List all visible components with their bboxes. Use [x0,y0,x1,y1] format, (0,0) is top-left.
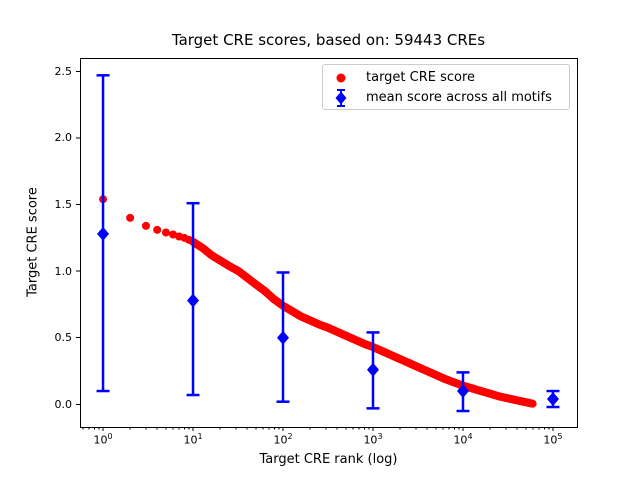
plot-border [80,58,578,428]
series-target-cre-score [99,195,537,408]
legend-circle-icon [336,73,346,83]
legend: target CRE score mean score across all m… [322,64,570,110]
series-mean-score [96,74,560,413]
legend-item-mean-score: mean score across all motifs [323,88,569,108]
legend-diamond-errorbar-icon [335,89,347,107]
legend-label-mean-score: mean score across all motifs [366,90,552,105]
legend-label-target-cre-score: target CRE score [366,70,476,85]
legend-item-target-cre-score: target CRE score [323,68,569,88]
